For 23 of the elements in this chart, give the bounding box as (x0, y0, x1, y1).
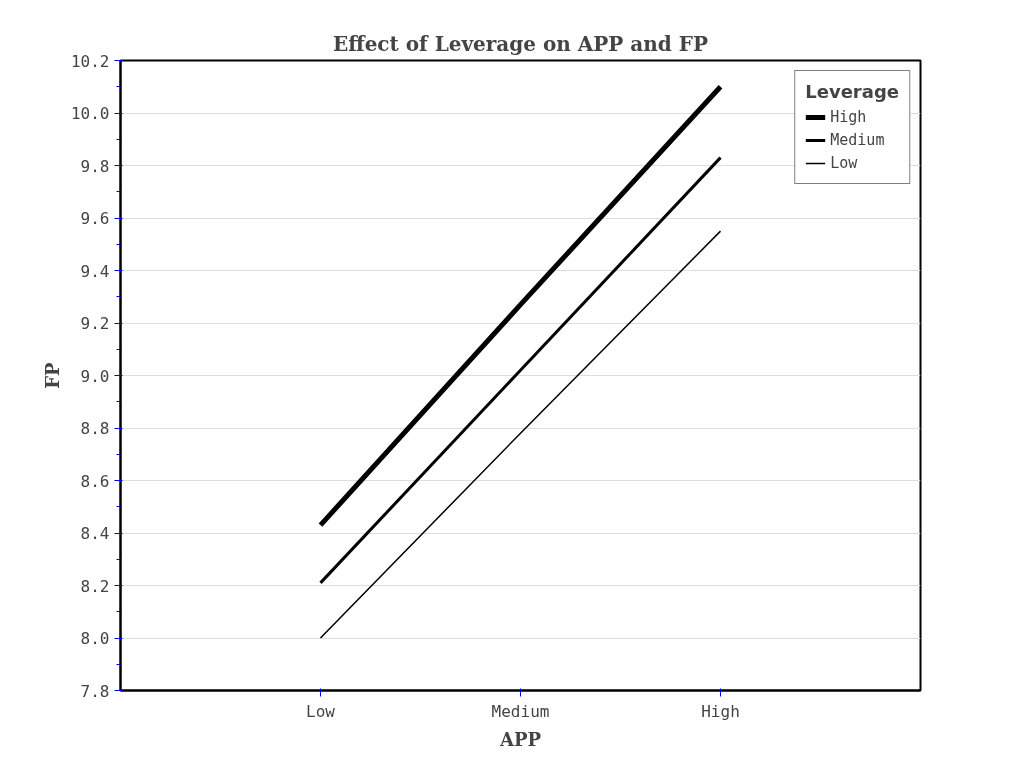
y-axis-title: FP (41, 361, 63, 389)
x-tick-label: Medium (491, 701, 550, 721)
y-tick-label: 8.2 (80, 576, 110, 596)
y-tick-label: 10.2 (70, 51, 110, 71)
legend-label: Low (830, 154, 858, 172)
legend-title: Leverage (805, 81, 899, 102)
x-tick-label: High (701, 701, 740, 721)
y-tick-label: 9.4 (80, 261, 110, 281)
y-tick-label: 8.4 (80, 524, 110, 543)
y-tick-label: 8.0 (80, 629, 110, 648)
legend-label: Medium (830, 131, 885, 149)
chart-title: Effect of Leverage on APP and FP (332, 31, 709, 56)
x-tick-label: Low (306, 701, 336, 721)
y-tick-label: 9.0 (80, 366, 110, 386)
y-tick-label: 9.8 (80, 156, 110, 176)
y-tick-label: 10.0 (70, 104, 110, 123)
y-tick-label: 7.8 (80, 681, 110, 701)
y-tick-label: 8.6 (80, 471, 110, 491)
y-tick-label: 9.6 (80, 209, 110, 228)
legend-label: High (830, 108, 867, 126)
x-axis-title: APP (498, 728, 542, 750)
y-tick-label: 8.8 (80, 419, 110, 438)
y-tick-label: 9.2 (80, 314, 110, 333)
